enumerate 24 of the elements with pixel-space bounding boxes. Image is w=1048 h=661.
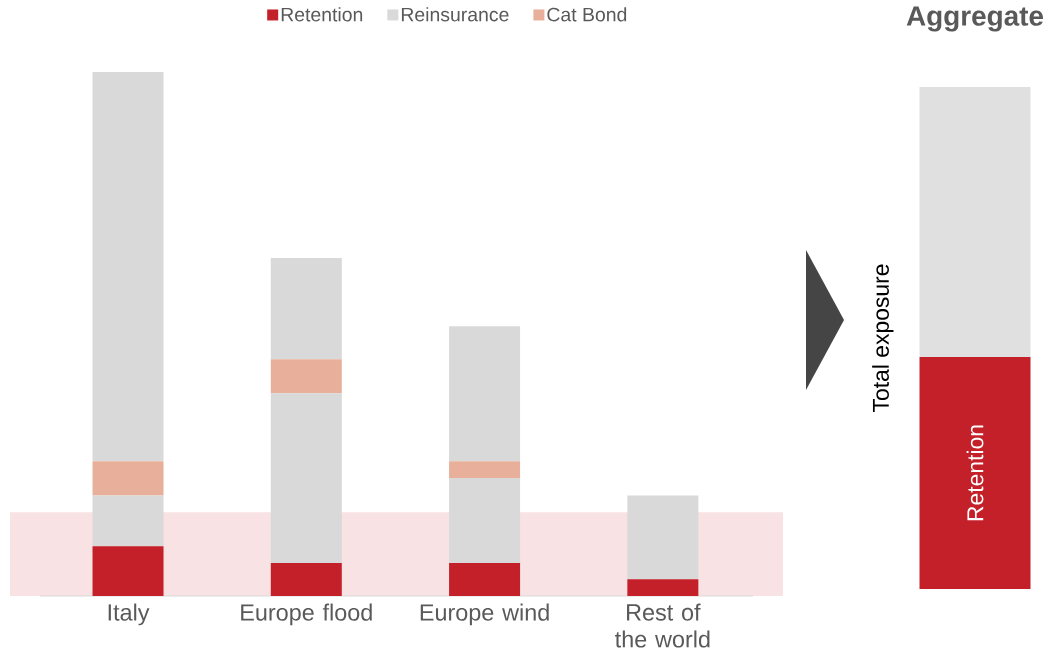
series-label: Retention (966, 425, 984, 521)
chart-title: Aggregate (906, 6, 1044, 32)
x-tick-label: Italy (108, 603, 150, 626)
bar (92, 71, 164, 462)
legend-label: Cat Bond (547, 7, 627, 22)
legend-label: Reinsurance (401, 7, 509, 22)
bar (92, 461, 164, 496)
bar (449, 461, 521, 479)
bar (270, 359, 342, 394)
bar (449, 478, 521, 563)
x-tick-label: Europe wind (420, 603, 549, 626)
x-tick-label: Rest of the world (615, 603, 710, 648)
bar (449, 562, 521, 596)
bar (627, 495, 699, 580)
x-tick-label: Europe flood (241, 603, 372, 626)
bar (92, 495, 164, 547)
bar (270, 258, 342, 360)
bar (270, 562, 342, 596)
bar (270, 393, 342, 563)
y-axis-title: Total exposure (872, 264, 894, 412)
legend-label: Retention (281, 7, 363, 22)
bar (449, 326, 521, 462)
bar (627, 579, 699, 596)
bar (92, 546, 164, 596)
